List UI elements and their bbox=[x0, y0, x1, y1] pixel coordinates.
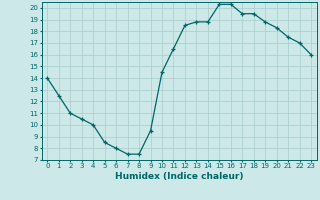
X-axis label: Humidex (Indice chaleur): Humidex (Indice chaleur) bbox=[115, 172, 244, 181]
